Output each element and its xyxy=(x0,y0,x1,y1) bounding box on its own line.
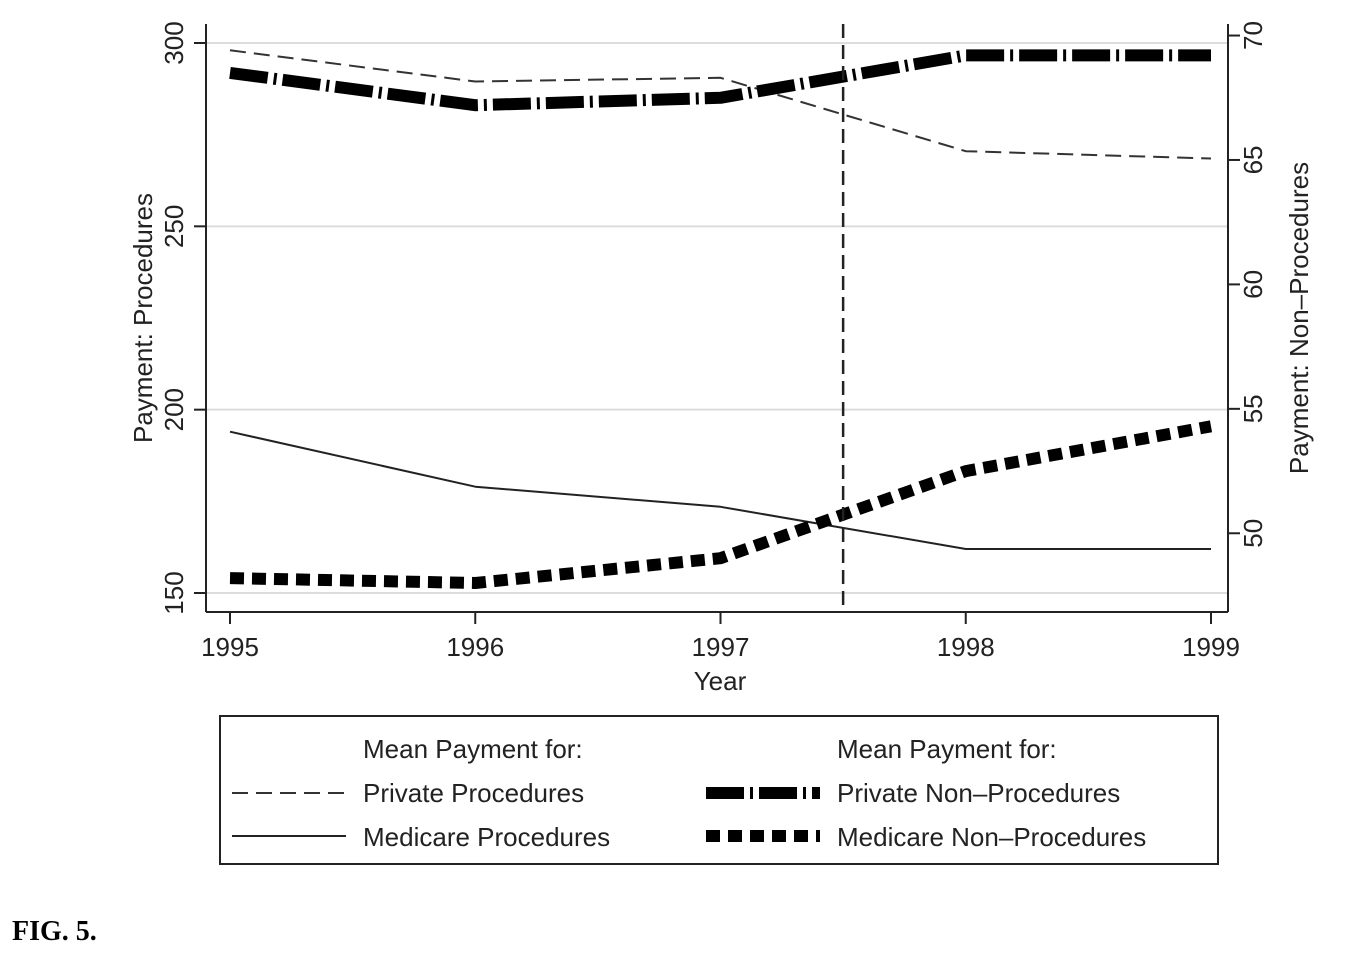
series-line-private-procedures xyxy=(229,49,1212,160)
y-right-tick-label: 60 xyxy=(1238,270,1268,299)
legend-label-medicare-procedures: Medicare Procedures xyxy=(363,822,610,852)
series-line-private-non-procedures xyxy=(229,49,1211,112)
x-tick-label: 1997 xyxy=(692,632,750,662)
x-tick-label: 1996 xyxy=(446,632,504,662)
y-left-tick-label: 250 xyxy=(159,205,189,248)
axes: 1995 1996 1997 1998 1999 150 200 250 300 50 55 60 65… xyxy=(159,21,1268,662)
y-right-tick-label: 65 xyxy=(1238,146,1268,175)
y-axis-label-left: Payment: Procedures xyxy=(128,193,158,443)
y-left-tick-label: 200 xyxy=(159,388,189,431)
series-line-medicare-non-procedures xyxy=(229,420,1213,589)
legend-label-private-non-procedures: Private Non–Procedures xyxy=(837,778,1120,808)
y-right-tick-label: 70 xyxy=(1238,21,1268,50)
grid-lines xyxy=(206,42,1228,594)
legend-label-private-procedures: Private Procedures xyxy=(363,778,584,808)
x-tick-label: 1999 xyxy=(1182,632,1240,662)
y-right-tick-label: 55 xyxy=(1238,394,1268,423)
y-right-tick-label: 50 xyxy=(1238,519,1268,548)
series-line-medicare-procedures xyxy=(229,430,1211,550)
y-left-tick-label: 300 xyxy=(159,21,189,64)
x-tick-label: 1998 xyxy=(937,632,995,662)
legend-label-medicare-non-procedures: Medicare Non–Procedures xyxy=(837,822,1146,852)
legend-heading-left: Mean Payment for: xyxy=(363,734,583,764)
x-axis-label: Year xyxy=(694,666,747,696)
legend-heading-right: Mean Payment for: xyxy=(837,734,1057,764)
figure-caption: FIG. 5. xyxy=(12,916,97,947)
y-axis-label-right: Payment: Non–Procedures xyxy=(1284,162,1314,474)
x-tick-label: 1995 xyxy=(201,632,259,662)
legend: Mean Payment for: Mean Payment for: Priv… xyxy=(219,715,1219,865)
series-lines xyxy=(229,49,1213,589)
y-left-tick-label: 150 xyxy=(159,571,189,614)
